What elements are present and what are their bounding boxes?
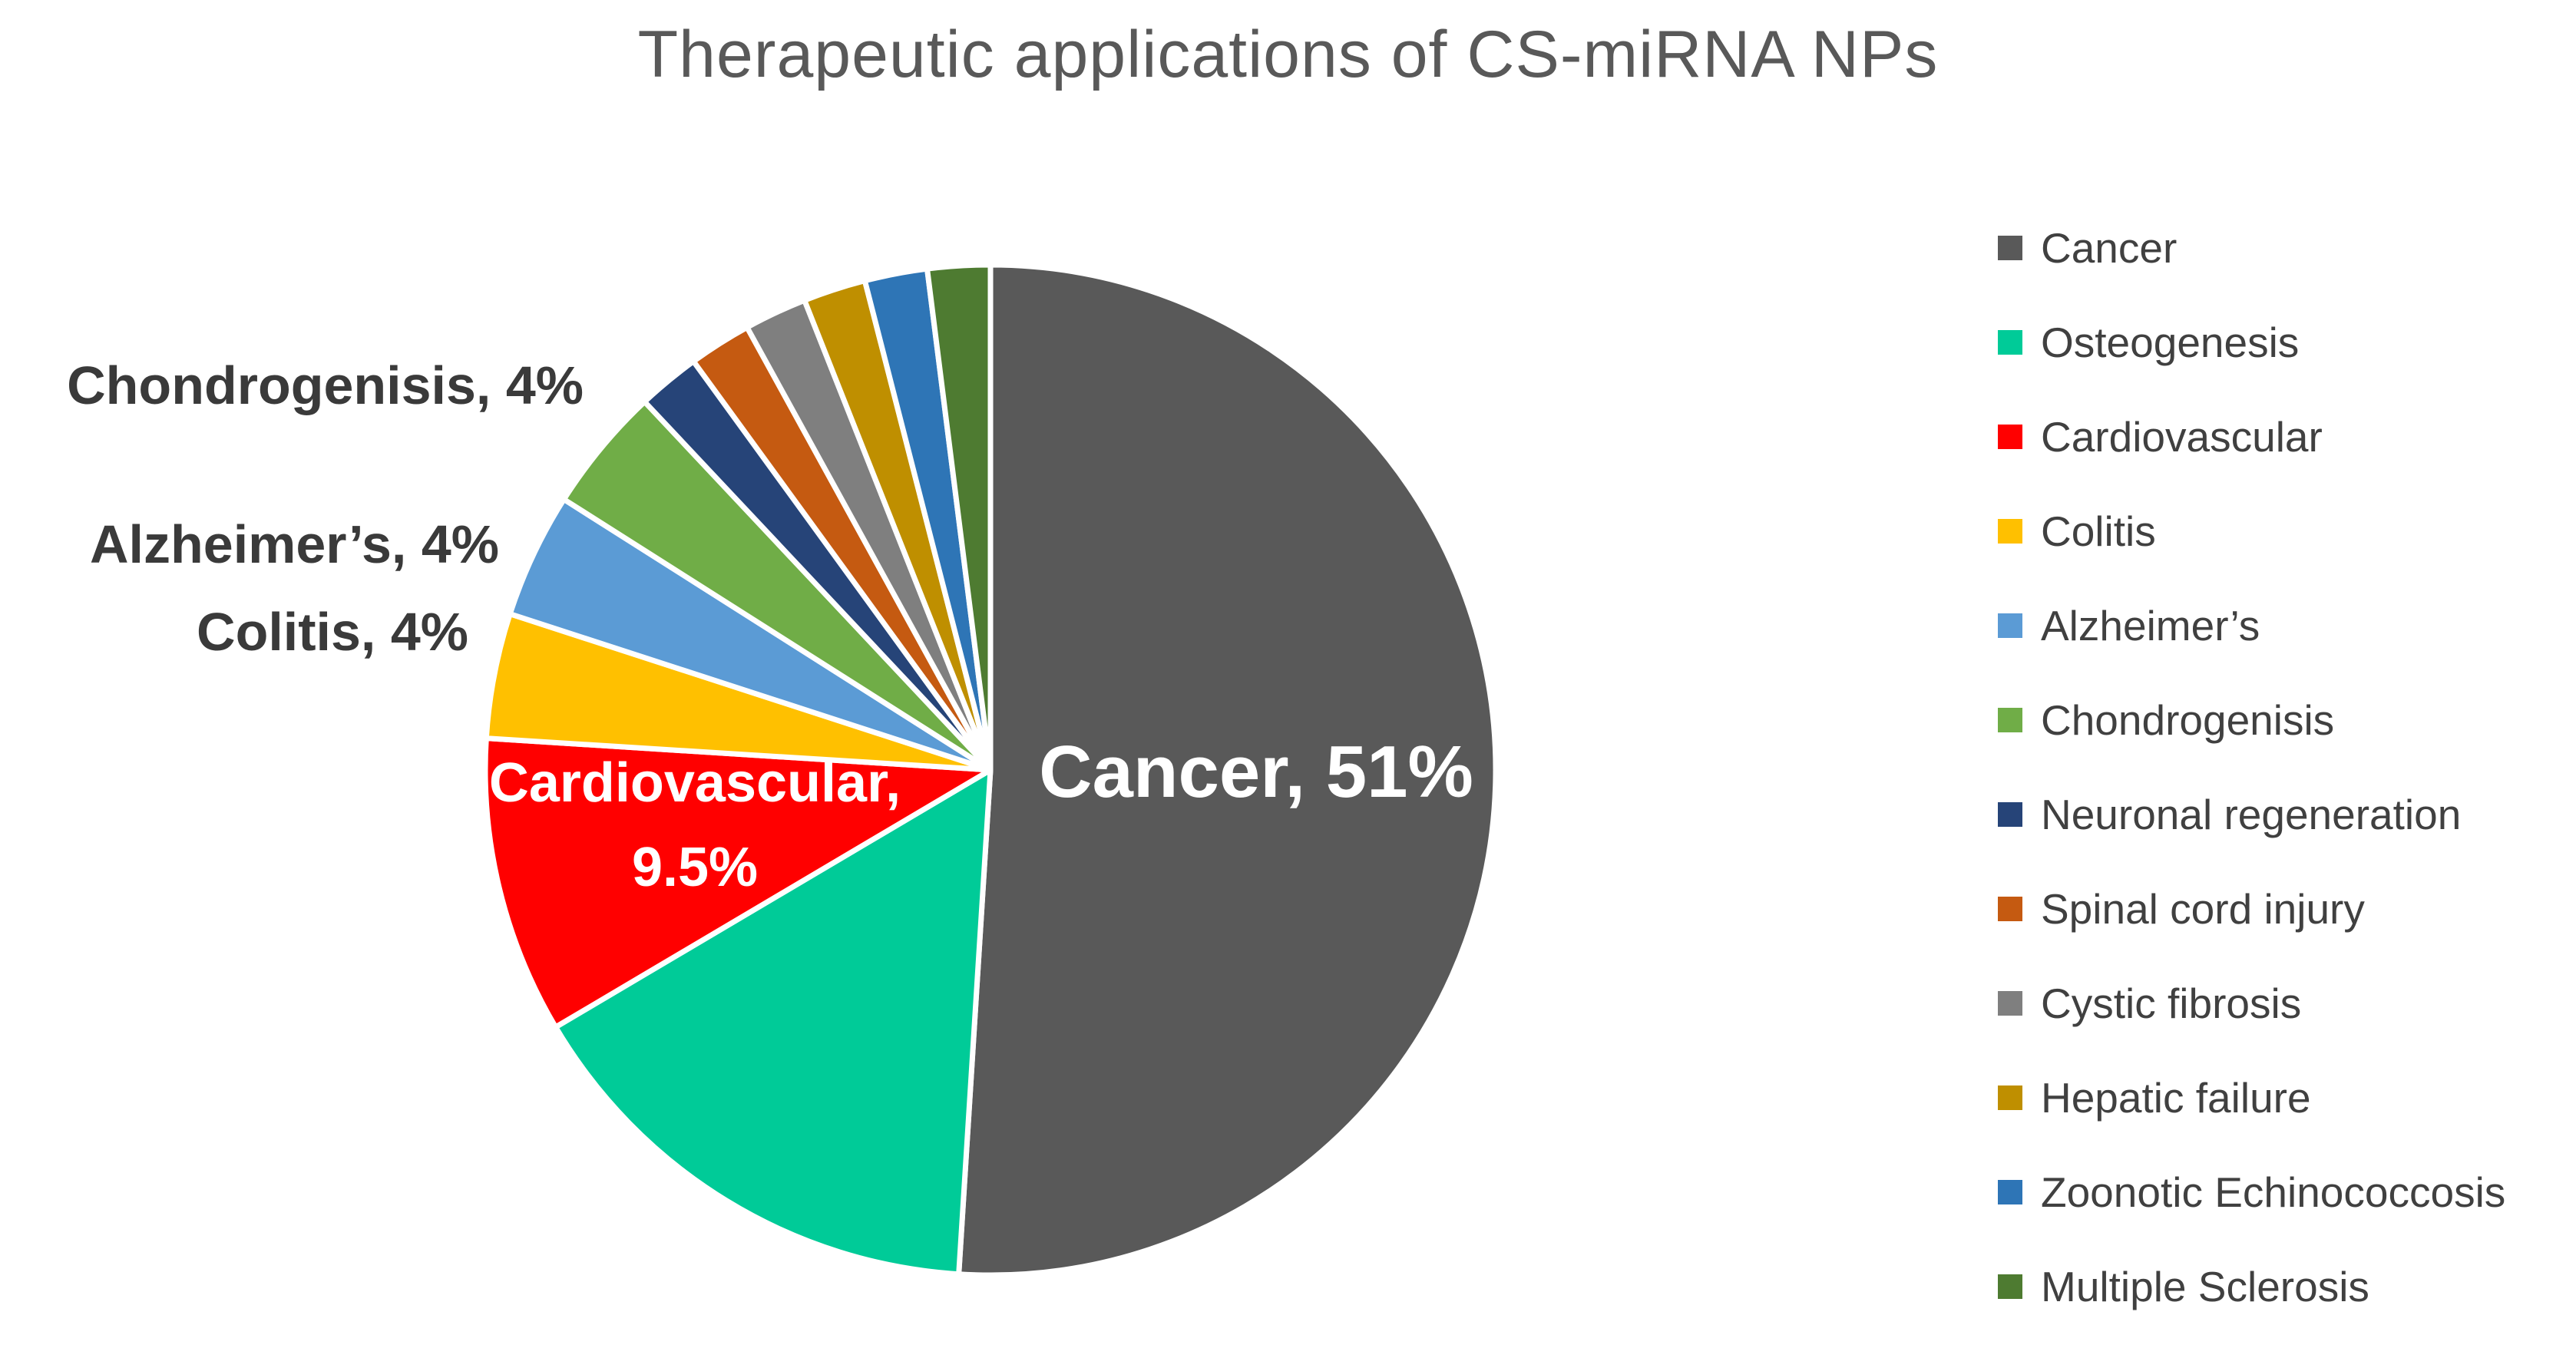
data-label-cardiovascular-line2: 9.5% xyxy=(631,837,759,898)
legend-label-hepatic-failure: Hepatic failure xyxy=(2041,1073,2311,1122)
legend-label-multiple-sclerosis: Multiple Sclerosis xyxy=(2041,1262,2369,1310)
legend-label-spinal-cord-injury: Spinal cord injury xyxy=(2041,884,2365,933)
legend-label-neuronal-regeneration: Neuronal regeneration xyxy=(2041,790,2462,838)
data-label-cancer: Cancer, 51% xyxy=(1039,731,1473,813)
data-label-cardiovascular: Cardiovascular, 9.5% xyxy=(489,741,901,910)
legend-item-cancer: Cancer xyxy=(1998,200,2505,295)
data-label-chondrogenisis: Chondrogenisis, 4% xyxy=(67,355,584,415)
legend-swatch-cardiovascular xyxy=(1998,424,2022,449)
data-label-alzheimers: Alzheimer’s, 4% xyxy=(90,514,499,574)
legend-label-cardiovascular: Cardiovascular xyxy=(2041,412,2323,461)
pie-slice-osteogenesis xyxy=(553,767,994,1277)
pie-slice-multiple-sclerosis xyxy=(924,262,994,773)
legend-item-cystic-fibrosis: Cystic fibrosis xyxy=(1998,956,2505,1050)
legend-swatch-cancer xyxy=(1998,235,2022,260)
legend-swatch-hepatic-failure xyxy=(1998,1085,2022,1110)
legend-swatch-chondrogenisis xyxy=(1998,707,2022,732)
legend-item-chondrogenisis: Chondrogenisis xyxy=(1998,672,2505,767)
chart-title: Therapeutic applications of CS-miRNA NPs xyxy=(637,18,1939,91)
legend-item-colitis: Colitis xyxy=(1998,484,2505,578)
legend-item-neuronal-regeneration: Neuronal regeneration xyxy=(1998,767,2505,861)
data-label-colitis: Colitis, 4% xyxy=(197,602,468,662)
legend-label-osteogenesis: Osteogenesis xyxy=(2041,318,2300,366)
pie-slices-group xyxy=(482,262,1499,1278)
legend-label-alzheimer-s: Alzheimer’s xyxy=(2041,601,2260,649)
legend-label-chondrogenisis: Chondrogenisis xyxy=(2041,696,2335,744)
legend-item-zoonotic-echinococcosis: Zoonotic Echinococcosis xyxy=(1998,1145,2505,1239)
legend-item-alzheimer-s: Alzheimer’s xyxy=(1998,578,2505,672)
legend-label-cystic-fibrosis: Cystic fibrosis xyxy=(2041,979,2302,1027)
legend-label-colitis: Colitis xyxy=(2041,507,2156,555)
data-label-cardiovascular-line1: Cardiovascular, xyxy=(488,752,901,814)
legend-item-cardiovascular: Cardiovascular xyxy=(1998,389,2505,484)
legend-item-spinal-cord-injury: Spinal cord injury xyxy=(1998,861,2505,956)
pie-slice-cancer xyxy=(956,262,1499,1278)
legend-swatch-colitis xyxy=(1998,518,2022,544)
legend-label-cancer: Cancer xyxy=(2041,223,2178,272)
legend-item-hepatic-failure: Hepatic failure xyxy=(1998,1050,2505,1145)
legend-swatch-multiple-sclerosis xyxy=(1998,1274,2022,1299)
legend-swatch-neuronal-regeneration xyxy=(1998,801,2022,827)
legend-item-multiple-sclerosis: Multiple Sclerosis xyxy=(1998,1239,2505,1333)
legend-swatch-spinal-cord-injury xyxy=(1998,896,2022,921)
legend-swatch-cystic-fibrosis xyxy=(1998,990,2022,1016)
pie-chart xyxy=(482,262,1499,1278)
legend-swatch-zoonotic-echinococcosis xyxy=(1998,1179,2022,1204)
pie-slice-cardiovascular xyxy=(482,735,994,1030)
legend-label-zoonotic-echinococcosis: Zoonotic Echinococcosis xyxy=(2041,1168,2506,1216)
legend: Cancer Osteogenesis Cardiovascular Colitis A… xyxy=(1998,200,2505,1333)
legend-swatch-osteogenesis xyxy=(1998,329,2022,355)
legend-swatch-alzheimer-s xyxy=(1998,613,2022,638)
legend-item-osteogenesis: Osteogenesis xyxy=(1998,295,2505,389)
